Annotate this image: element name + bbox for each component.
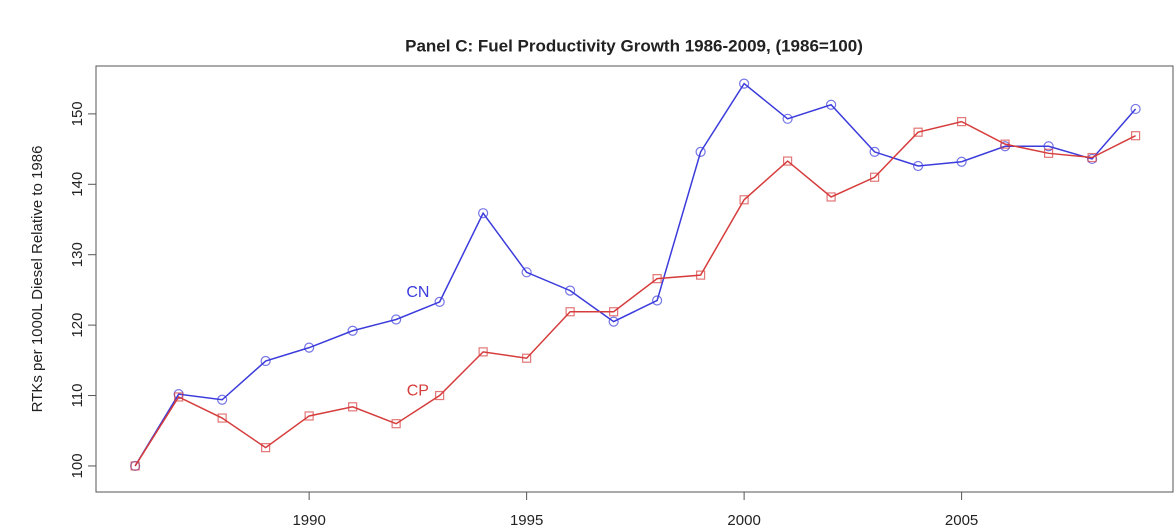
point-marker [391,314,402,325]
point-marker [696,270,706,280]
point-marker [174,392,184,402]
point-marker [870,172,880,182]
point-marker [260,355,271,367]
x-tick-label: 1995 [510,512,543,529]
point-marker [739,195,749,205]
point-marker [478,347,488,357]
point-marker [565,285,576,296]
series-line [134,120,1136,467]
point-marker [913,127,923,137]
point-marker [391,419,401,429]
point-marker [348,402,358,412]
point-marker [652,295,663,306]
chart-title: Panel C: Fuel Productivity Growth 1986-2… [405,36,863,55]
y-tick-label: 150 [69,101,86,126]
point-marker [130,461,140,471]
plot-frame [95,65,1174,493]
point-marker [565,307,575,317]
point-marker [783,156,793,166]
point-marker [217,394,228,405]
x-tick-label: 1990 [292,512,325,529]
point-marker [261,443,271,453]
point-marker [1130,103,1141,115]
y-tick-label: 120 [69,313,86,338]
point-marker [957,117,967,127]
point-marker [478,208,489,219]
point-marker [521,267,532,278]
point-marker [869,146,880,158]
point-marker [1130,131,1141,141]
point-marker [782,113,793,124]
point-marker [522,353,532,363]
y-tick-label: 100 [69,453,86,478]
point-marker [695,146,706,158]
point-marker [826,99,837,110]
y-axis-label: RTKs per 1000L Diesel Relative to 1986 [29,146,46,413]
y-tick-label: 140 [69,172,86,197]
point-marker [1043,141,1054,152]
point-marker [608,316,619,327]
y-tick-label: 110 [69,384,86,408]
point-marker [1087,152,1097,163]
series-line [134,82,1137,467]
point-marker [826,192,836,202]
point-marker [304,411,314,421]
point-marker [435,390,445,401]
x-tick-label: 2005 [945,512,978,529]
annotation: CP [407,383,429,400]
point-marker [434,296,445,307]
point-marker [1043,148,1054,158]
annotation: CN [406,284,429,301]
point-marker [739,78,750,89]
point-marker [1000,139,1010,149]
point-marker [304,342,315,353]
point-marker [609,307,619,317]
point-marker [956,156,967,167]
x-tick-label: 2000 [727,512,760,529]
y-tick-label: 130 [69,242,86,267]
point-marker [217,413,227,423]
point-marker [652,274,662,284]
point-marker [347,325,358,336]
point-marker [913,160,924,172]
